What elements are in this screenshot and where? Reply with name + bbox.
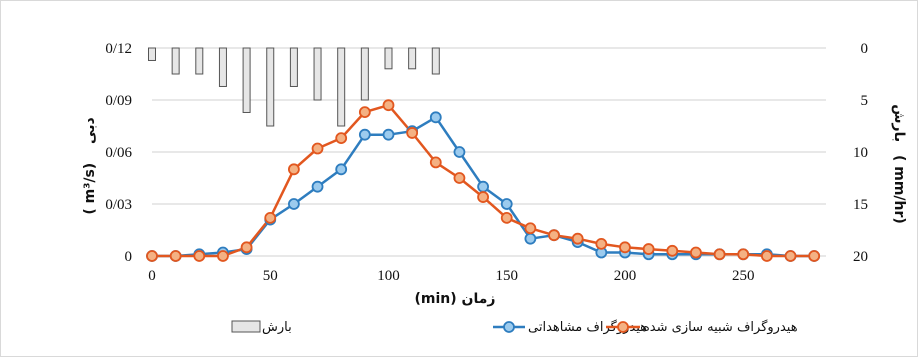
simulated-point-1 xyxy=(169,250,182,262)
y-right-tick-4: 0 xyxy=(861,41,869,57)
simulated-point-27 xyxy=(784,250,797,262)
y-right-tick-2: 10 xyxy=(853,145,868,161)
legend-observed-label: هیدروگراف مشاهداتی xyxy=(528,319,647,335)
simulated-point-28 xyxy=(808,250,821,262)
y-right-tick-labels: 20 15 10 5 0 xyxy=(853,41,868,265)
observed-point-9 xyxy=(358,128,371,141)
simulated-point-0 xyxy=(146,250,158,262)
x-tick-3: 150 xyxy=(495,268,518,284)
simulated-point-9 xyxy=(358,106,371,119)
simulated-point-22 xyxy=(666,244,679,257)
legend-item-rain: بارش xyxy=(231,320,292,335)
rain-bars xyxy=(148,47,440,127)
simulated-point-4 xyxy=(240,241,253,254)
rain-bar-10 xyxy=(384,47,393,70)
x-tick-labels: 0 50 100 150 200 250 xyxy=(148,268,754,284)
observed-point-14 xyxy=(477,180,489,193)
y-left-unit: ( m³/s) xyxy=(82,163,98,215)
observed-point-13 xyxy=(453,146,466,158)
rain-bar-12 xyxy=(431,47,440,75)
simulated-point-10 xyxy=(382,99,395,112)
simulated-point-23 xyxy=(690,246,702,259)
legend-simulated-label: هیدروگراف شبیه سازی شده xyxy=(643,319,798,335)
simulated-point-17 xyxy=(548,229,560,242)
rain-bar-3 xyxy=(218,47,227,87)
simulated-point-19 xyxy=(595,237,608,250)
legend-simulated-marker xyxy=(617,321,629,333)
observed-point-6 xyxy=(287,198,300,210)
simulated-point-6 xyxy=(287,163,300,176)
x-tick-5: 250 xyxy=(732,268,755,284)
observed-point-12 xyxy=(429,111,442,124)
legend-observed-marker xyxy=(503,321,515,333)
y-left-axis-title: ( m³/s) دبی xyxy=(82,117,98,214)
rain-bar-1 xyxy=(171,47,180,75)
y-left-label: دبی xyxy=(82,117,98,144)
rain-bar-4 xyxy=(242,47,251,113)
svg-text:بارش ( mm/hr): بارش ( mm/hr) xyxy=(891,104,907,224)
simulated-point-13 xyxy=(453,172,466,184)
legend-rain-label: بارش xyxy=(262,320,292,335)
simulated-point-5 xyxy=(264,211,277,224)
rain-bar-7 xyxy=(313,47,322,101)
simulated-point-26 xyxy=(760,250,773,262)
observed-point-10 xyxy=(382,128,395,141)
simulated-point-21 xyxy=(642,243,655,255)
simulated-point-25 xyxy=(737,248,750,261)
x-tick-2: 100 xyxy=(377,268,400,284)
y-right-unit: ( mm/hr) xyxy=(891,155,907,224)
rain-bar-6 xyxy=(289,47,298,87)
simulated-point-15 xyxy=(500,211,513,224)
simulated-point-24 xyxy=(713,248,726,261)
observed-point-15 xyxy=(500,198,513,210)
y-right-tick-3: 5 xyxy=(861,93,869,109)
y-left-tick-labels: 0 0/03 0/06 0/09 0/12 xyxy=(105,41,132,265)
simulated-point-20 xyxy=(619,241,631,254)
series-lines xyxy=(152,103,815,258)
rain-bar-5 xyxy=(266,47,275,127)
simulated-point-2 xyxy=(193,250,206,262)
simulated-point-11 xyxy=(406,127,419,139)
y-left-tick-1: 0/03 xyxy=(105,197,132,213)
rain-bar-2 xyxy=(195,47,204,75)
series-markers xyxy=(146,99,821,262)
x-tick-0: 0 xyxy=(148,268,156,284)
observed-point-7 xyxy=(311,180,324,193)
legend: بارش هیدروگراف مشاهداتی هیدروگراف شبیه س… xyxy=(231,319,798,335)
simulated-point-14 xyxy=(477,191,489,203)
y-left-tick-3: 0/09 xyxy=(105,93,132,109)
simulated-line xyxy=(152,103,815,258)
x-tick-1: 50 xyxy=(263,268,278,284)
x-tick-4: 200 xyxy=(614,268,637,284)
rain-bar-8 xyxy=(337,47,346,127)
y-right-tick-1: 15 xyxy=(853,197,868,213)
y-left-tick-4: 0/12 xyxy=(105,41,132,57)
gridlines xyxy=(152,47,826,257)
legend-item-observed: هیدروگراف مشاهداتی xyxy=(493,319,647,335)
y-right-axis-title: بارش ( mm/hr) xyxy=(891,104,907,224)
x-axis-title: (min) زمان xyxy=(415,291,496,307)
simulated-point-16 xyxy=(524,222,537,235)
rain-bar-0 xyxy=(148,47,156,61)
rain-bar-11 xyxy=(408,47,417,70)
y-right-tick-0: 20 xyxy=(853,249,868,265)
simulated-point-8 xyxy=(335,132,348,145)
legend-item-simulated: هیدروگراف شبیه سازی شده xyxy=(606,319,798,335)
svg-text:( m³/s) دبی: ( m³/s) دبی xyxy=(82,117,98,214)
y-right-label: بارش xyxy=(891,104,907,142)
simulated-point-7 xyxy=(311,142,324,155)
y-left-tick-0: 0 xyxy=(125,249,133,265)
observed-point-8 xyxy=(335,163,348,176)
observed-point-16 xyxy=(524,232,537,245)
simulated-point-18 xyxy=(571,232,584,245)
y-left-tick-2: 0/06 xyxy=(105,145,132,161)
simulated-point-12 xyxy=(429,156,442,169)
rain-bar-9 xyxy=(360,47,369,101)
legend-rain-swatch xyxy=(231,320,261,333)
simulated-point-3 xyxy=(217,250,229,262)
